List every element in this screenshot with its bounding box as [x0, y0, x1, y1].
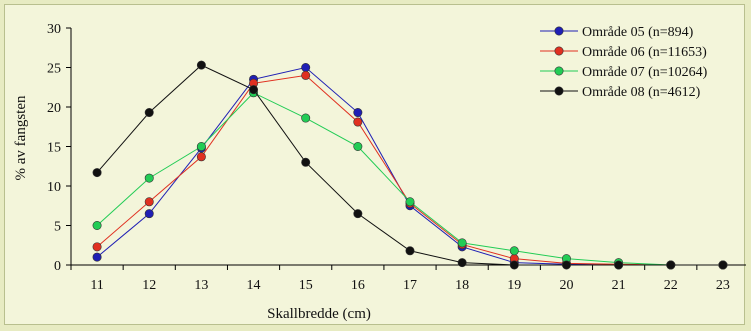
legend-marker [554, 66, 564, 76]
data-point [353, 108, 363, 118]
data-point [249, 85, 259, 95]
data-point [353, 209, 363, 219]
data-point [457, 238, 467, 248]
x-tick-label: 22 [664, 278, 678, 293]
series-4 [92, 60, 728, 270]
legend-label: Område 05 (n=894) [582, 25, 694, 40]
data-point [353, 142, 363, 152]
legend-entry: Område 06 (n=11653) [540, 45, 707, 60]
data-point [144, 173, 154, 183]
x-axis-label: Skallbredde (cm) [267, 306, 371, 322]
y-axis-label: % av fangsten [13, 95, 29, 180]
legend-label: Område 06 (n=11653) [582, 45, 707, 60]
legend-marker [554, 86, 564, 96]
x-tick-label: 15 [299, 278, 313, 293]
data-point [144, 108, 154, 118]
data-point [509, 260, 519, 270]
data-point [614, 260, 624, 270]
data-point [301, 70, 311, 80]
data-point [666, 260, 676, 270]
data-point [353, 117, 363, 127]
y-tick-label: 0 [54, 259, 61, 274]
data-point [144, 209, 154, 219]
data-point [92, 221, 102, 231]
y-tick-label: 15 [47, 141, 61, 156]
y-tick-label: 25 [47, 62, 61, 77]
data-point [405, 197, 415, 207]
series-line [96, 74, 723, 266]
x-tick-label: 23 [716, 278, 730, 293]
y-tick-label: 30 [47, 22, 61, 37]
y-tick-label: 5 [54, 220, 61, 235]
x-tick-label: 20 [559, 278, 573, 293]
x-tick-label: 18 [455, 278, 469, 293]
data-point [718, 260, 728, 270]
legend-marker [554, 46, 564, 56]
y-tick-label: 10 [47, 180, 61, 195]
x-tick-label: 14 [247, 278, 261, 293]
data-point [301, 157, 311, 167]
data-point [144, 197, 154, 207]
series-layer [92, 60, 728, 270]
data-point [92, 242, 102, 252]
x-tick-label: 19 [507, 278, 521, 293]
data-point [509, 246, 519, 256]
legend-entry: Område 07 (n=10264) [540, 65, 708, 80]
axes [70, 28, 746, 266]
series-2 [92, 70, 728, 270]
x-tick-label: 12 [142, 278, 156, 293]
legend-label: Område 08 (n=4612) [582, 85, 701, 100]
data-point [301, 113, 311, 123]
y-tick-label: 20 [47, 101, 61, 116]
x-ticks: 11 12 13 14 15 16 17 18 19 20 21 22 23 [70, 265, 730, 293]
data-point [92, 168, 102, 178]
data-point [196, 152, 206, 162]
legend: Område 05 (n=894) Område 06 (n=11653) Områ… [540, 25, 708, 100]
x-tick-label: 17 [403, 278, 417, 293]
data-point [92, 252, 102, 262]
series-3 [92, 88, 728, 270]
x-tick-label: 16 [351, 278, 365, 293]
legend-entry: Område 08 (n=4612) [540, 85, 701, 100]
data-point [561, 260, 571, 270]
legend-label: Område 07 (n=10264) [582, 65, 708, 80]
chart-frame: 0 5 10 15 20 25 30 11 12 13 14 15 16 17 18 19 20 21 22 23 … [4, 4, 746, 325]
data-point [457, 258, 467, 268]
x-tick-label: 11 [90, 278, 103, 293]
series-line [96, 92, 723, 266]
data-point [196, 142, 206, 152]
legend-entry: Område 05 (n=894) [540, 25, 694, 40]
x-tick-label: 21 [612, 278, 626, 293]
legend-marker [554, 26, 564, 36]
data-point [196, 60, 206, 70]
y-ticks: 0 5 10 15 20 25 30 [47, 22, 71, 274]
data-point [301, 62, 311, 72]
x-tick-label: 13 [194, 278, 208, 293]
data-point [405, 246, 415, 256]
